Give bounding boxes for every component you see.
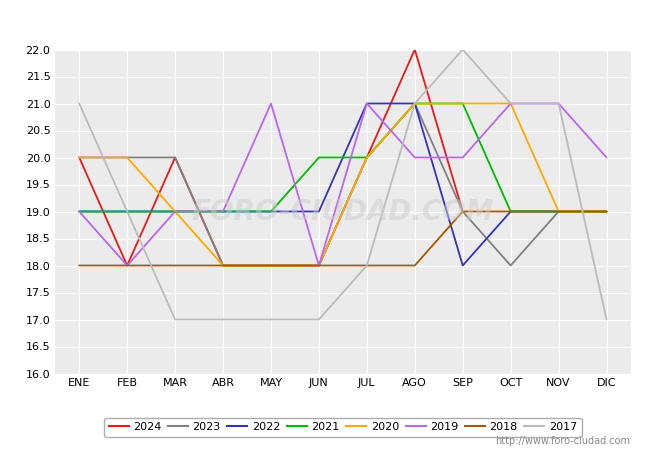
Legend: 2024, 2023, 2022, 2021, 2020, 2019, 2018, 2017: 2024, 2023, 2022, 2021, 2020, 2019, 2018… [104,418,582,437]
Text: http://www.foro-ciudad.com: http://www.foro-ciudad.com [495,436,630,446]
Text: FORO-CIUDAD.COM: FORO-CIUDAD.COM [192,198,494,225]
Text: Afiliados en Oncala a 30/9/2024: Afiliados en Oncala a 30/9/2024 [193,14,457,32]
